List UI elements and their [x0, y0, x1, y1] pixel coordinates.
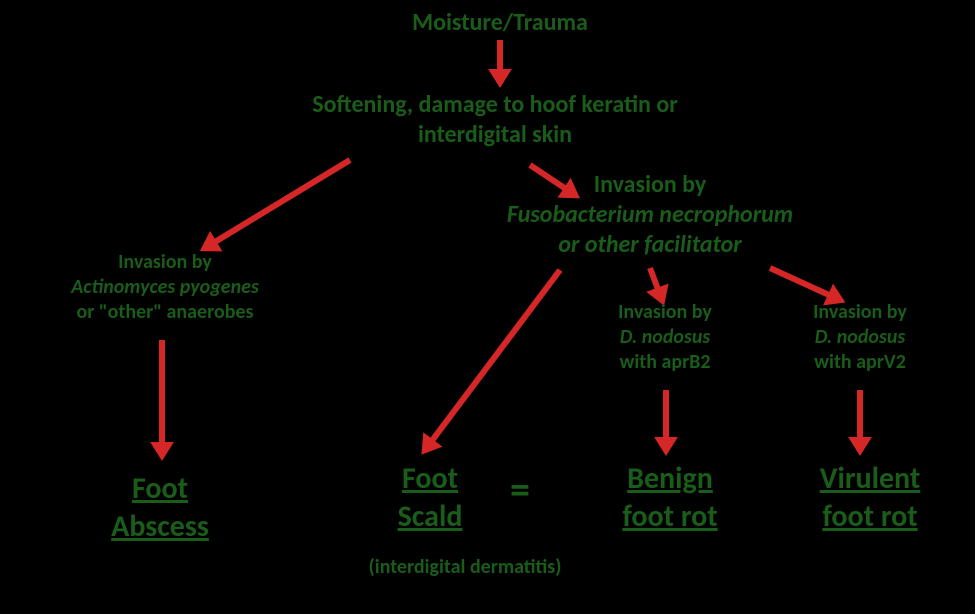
node-nodosus_b2: Invasion byD. nodosuswith aprB2 — [585, 300, 745, 375]
node-actinomyces: Invasion byActinomyces pyogenesor "other… — [35, 250, 295, 325]
arrow-4 — [425, 270, 560, 450]
node-nodosus_v2: Invasion byD. nodosuswith aprV2 — [780, 300, 940, 375]
arrow-1 — [205, 160, 350, 248]
node-benign: Benignfoot rot — [580, 460, 760, 535]
node-subcaption: (interdigital dermatitis) — [335, 555, 595, 580]
node-virulent: Virulentfoot rot — [780, 460, 960, 535]
arrow-6 — [770, 268, 840, 300]
node-fusobacterium: Invasion byFusobacterium necrophorumor o… — [440, 170, 860, 260]
node-moisture: Moisture/Trauma — [370, 8, 630, 38]
node-foot_scald: FootScald — [365, 460, 495, 535]
node-softening: Softening, damage to hoof keratin orinte… — [195, 90, 795, 150]
node-foot_abscess: FootAbscess — [60, 470, 260, 545]
equals-sign: = — [510, 465, 530, 514]
arrow-5 — [650, 268, 662, 300]
